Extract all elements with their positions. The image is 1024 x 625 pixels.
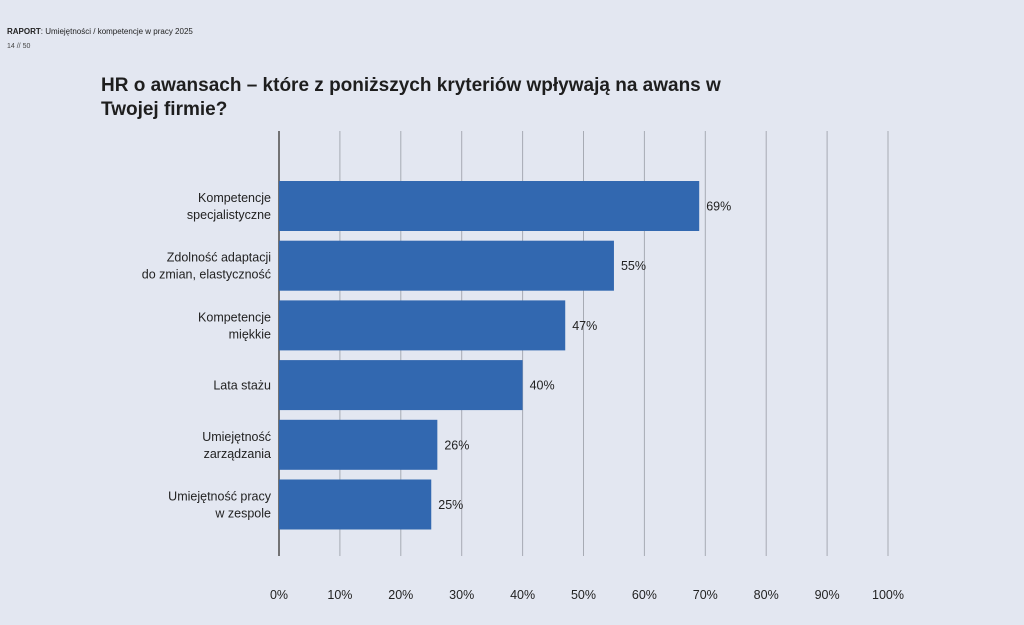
x-tick-label: 100% [872,588,904,602]
value-label: 47% [572,319,597,333]
x-tick-label: 10% [327,588,352,602]
value-label: 25% [438,498,463,512]
x-tick-label: 20% [388,588,413,602]
value-label: 69% [706,200,731,214]
category-label: Zdolność adaptacji do zmian, elastyczność [142,251,271,282]
x-tick-label: 0% [270,588,288,602]
category-labels: Kompetencje specjalistyczne Zdolność adapt… [142,191,272,521]
bar [279,240,614,291]
value-labels: 69% 55% 47% 40% 26% 25% [438,200,731,513]
category-label: Kompetencje specjalistyczne [187,191,271,222]
value-label: 26% [444,438,469,452]
bar [279,181,700,231]
report-header: RAPORT: Umiejętności / kompetencje w pra… [7,27,193,36]
x-tick-label: 70% [693,588,718,602]
bars [279,181,700,530]
category-label: Umiejętność zarządzania [202,430,271,461]
x-tick-labels: 0% 10% 20% 30% 40% 50% 60% 70% 80% 90% 100% [270,588,904,602]
x-tick-label: 40% [510,588,535,602]
report-name: : Umiejętności / kompetencje w pracy 202… [40,27,193,36]
bar [279,419,438,470]
category-label: Umiejętność pracy w zespole [168,490,272,521]
bar [279,360,523,411]
x-tick-label: 60% [632,588,657,602]
bar [279,300,566,351]
category-label: Kompetencje miękkie [198,310,271,341]
report-label: RAPORT [7,27,41,36]
value-label: 40% [530,379,555,393]
x-tick-label: 30% [449,588,474,602]
x-tick-label: 50% [571,588,596,602]
value-label: 55% [621,259,646,273]
category-label: Lata stażu [213,379,271,393]
chart-title: HR o awansach – które z poniższych kryte… [101,75,721,120]
x-tick-label: 80% [754,588,779,602]
x-tick-label: 90% [815,588,840,602]
bar [279,479,432,530]
page-number: 14 // 50 [7,43,31,50]
